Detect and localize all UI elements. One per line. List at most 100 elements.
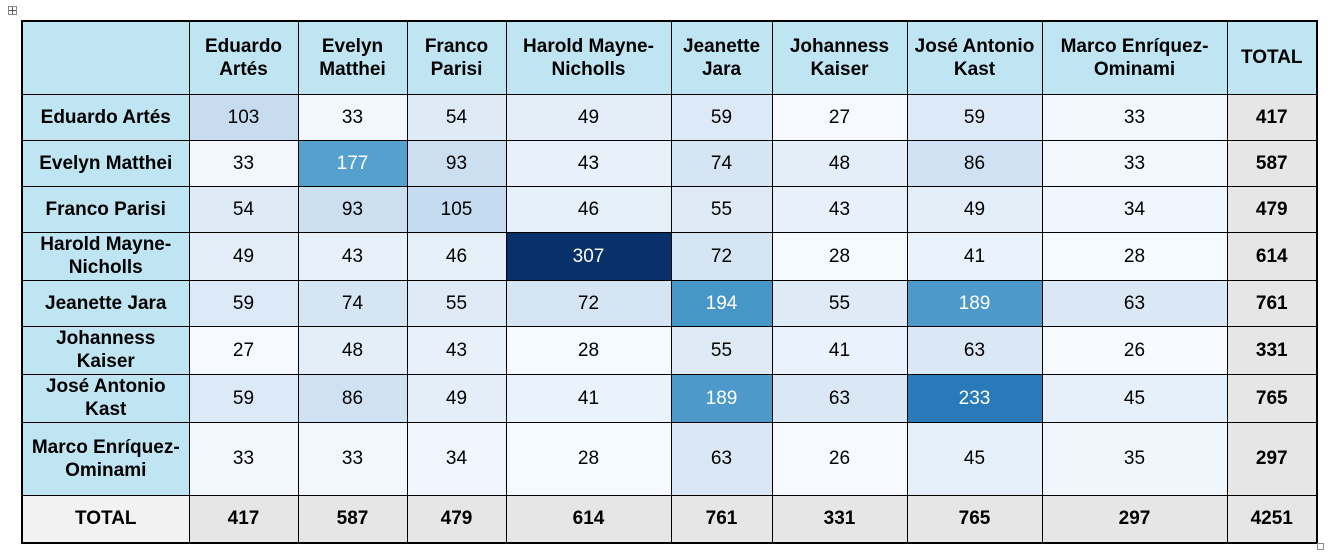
heatmap-cell: 33	[188, 421, 299, 496]
heatmap-cell: 103	[188, 93, 299, 141]
column-header: Evelyn Matthei	[297, 20, 408, 95]
heatmap-cell: 194	[670, 279, 773, 327]
heatmap-cell: 49	[906, 185, 1043, 233]
column-header: Jeanette Jara	[670, 20, 773, 95]
heatmap-cell: 43	[406, 325, 507, 375]
heatmap-cell: 28	[505, 421, 672, 496]
total-row-cell: 614	[505, 494, 672, 544]
heatmap-cell: 48	[297, 325, 408, 375]
heatmap-cell: 27	[771, 93, 908, 141]
row-header: Harold Mayne-Nicholls	[21, 231, 190, 281]
row-header: Evelyn Matthei	[21, 139, 190, 187]
heatmap-cell: 59	[188, 373, 299, 423]
column-header: José Antonio Kast	[906, 20, 1043, 95]
heatmap-cell: 41	[771, 325, 908, 375]
heatmap-cell: 105	[406, 185, 507, 233]
heatmap-cell: 28	[505, 325, 672, 375]
heatmap-cell: 74	[297, 279, 408, 327]
total-row-cell: 331	[771, 494, 908, 544]
total-row: TOTAL 417 587 479 614 761 331 765 297 42…	[21, 494, 1318, 544]
header-row: Eduardo Artés Evelyn Matthei Franco Pari…	[21, 20, 1318, 95]
heatmap-cell: 55	[670, 185, 773, 233]
heatmap-cell: 33	[1041, 139, 1228, 187]
table-row: Harold Mayne-Nicholls 49 43 46 307 72 28 41 28 61…	[21, 231, 1318, 281]
heatmap-cell: 28	[1041, 231, 1228, 281]
heatmap-cell: 63	[1041, 279, 1228, 327]
heatmap-cell: 93	[297, 185, 408, 233]
heatmap-cell: 54	[406, 93, 507, 141]
heatmap-cell: 46	[406, 231, 507, 281]
heatmap-cell: 33	[297, 421, 408, 496]
heatmap-cell: 233	[906, 373, 1043, 423]
heatmap-cell: 59	[670, 93, 773, 141]
corner-cell	[21, 20, 190, 95]
row-total-cell: 479	[1226, 185, 1318, 233]
column-header: Johanness Kaiser	[771, 20, 908, 95]
heatmap-cell: 49	[505, 93, 672, 141]
heatmap-cell: 28	[771, 231, 908, 281]
table-move-handle-icon[interactable]	[8, 6, 17, 15]
table-row: Johanness Kaiser 27 48 43 28 55 41 63 26 331	[21, 325, 1318, 375]
heatmap-cell: 189	[670, 373, 773, 423]
total-row-cell: 479	[406, 494, 507, 544]
heatmap-cell: 63	[670, 421, 773, 496]
heatmap-cell: 48	[771, 139, 908, 187]
heatmap-cell: 34	[1041, 185, 1228, 233]
heatmap-cell: 55	[406, 279, 507, 327]
heatmap-cell: 63	[906, 325, 1043, 375]
heatmap-cell: 55	[670, 325, 773, 375]
total-row-cell: 297	[1041, 494, 1228, 544]
heatmap-cell: 45	[1041, 373, 1228, 423]
total-row-cell: 417	[188, 494, 299, 544]
column-header: Franco Parisi	[406, 20, 507, 95]
heatmap-cell: 43	[505, 139, 672, 187]
table-row: Evelyn Matthei 33 177 93 43 74 48 86 33 587	[21, 139, 1318, 187]
grand-total-cell: 4251	[1226, 494, 1318, 544]
heatmap-cell: 72	[670, 231, 773, 281]
column-header: Eduardo Artés	[188, 20, 299, 95]
row-total-cell: 761	[1226, 279, 1318, 327]
total-row-cell: 765	[906, 494, 1043, 544]
heatmap-cell: 86	[906, 139, 1043, 187]
row-header: Marco Enríquez-Ominami	[21, 421, 190, 496]
heatmap-cell: 189	[906, 279, 1043, 327]
heatmap-cell: 46	[505, 185, 672, 233]
heatmap-cell: 27	[188, 325, 299, 375]
heatmap-cell: 86	[297, 373, 408, 423]
heatmap-cell: 177	[297, 139, 408, 187]
heatmap-cell: 55	[771, 279, 908, 327]
row-header: Franco Parisi	[21, 185, 190, 233]
heatmap-cell: 59	[188, 279, 299, 327]
table-row: José Antonio Kast 59 86 49 41 189 63 233 45 765	[21, 373, 1318, 423]
heatmap-cell: 35	[1041, 421, 1228, 496]
row-header: José Antonio Kast	[21, 373, 190, 423]
table-row: Franco Parisi 54 93 105 46 55 43 49 34 479	[21, 185, 1318, 233]
heatmap-cell: 33	[188, 139, 299, 187]
co-occurrence-table: Eduardo Artés Evelyn Matthei Franco Pari…	[21, 20, 1318, 544]
heatmap-cell: 93	[406, 139, 507, 187]
heatmap-cell: 33	[1041, 93, 1228, 141]
row-header: Jeanette Jara	[21, 279, 190, 327]
row-header: Eduardo Artés	[21, 93, 190, 141]
column-header: Harold Mayne-Nicholls	[505, 20, 672, 95]
heatmap-cell: 41	[906, 231, 1043, 281]
total-row-label: TOTAL	[21, 494, 190, 544]
heatmap-cell: 33	[297, 93, 408, 141]
heatmap-cell: 49	[406, 373, 507, 423]
total-column-header: TOTAL	[1226, 20, 1318, 95]
column-header-first-name: Eduardo Artés	[204, 35, 283, 80]
row-total-cell: 614	[1226, 231, 1318, 281]
row-total-cell: 765	[1226, 373, 1318, 423]
heatmap-cell: 43	[771, 185, 908, 233]
row-total-cell: 417	[1226, 93, 1318, 141]
heatmap-cell: 72	[505, 279, 672, 327]
column-header: Marco Enríquez-Ominami	[1041, 20, 1228, 95]
heatmap-cell: 41	[505, 373, 672, 423]
heatmap-cell: 63	[771, 373, 908, 423]
heatmap-cell: 43	[297, 231, 408, 281]
row-total-cell: 297	[1226, 421, 1318, 496]
row-total-cell: 587	[1226, 139, 1318, 187]
heatmap-cell: 54	[188, 185, 299, 233]
table-resize-handle-icon[interactable]	[1317, 543, 1324, 550]
heatmap-cell: 45	[906, 421, 1043, 496]
